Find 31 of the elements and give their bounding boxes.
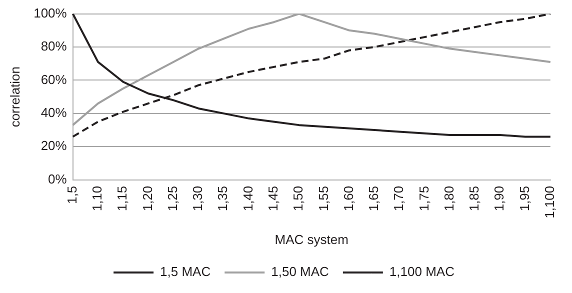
x-tick-label: 1,45 bbox=[266, 186, 280, 212]
x-tick-label: 1,75 bbox=[416, 186, 432, 212]
x-tick-label: 1,25 bbox=[164, 186, 180, 212]
x-tick-label: 1,50 bbox=[290, 186, 306, 212]
x-tick-label: 1,80 bbox=[441, 186, 456, 212]
x-tick-label: 1,85 bbox=[466, 186, 482, 212]
x-tick-label: 1,60 bbox=[340, 186, 356, 212]
x-tick-label: 1,90 bbox=[492, 186, 507, 212]
x-tick-label: 1,35 bbox=[215, 186, 230, 212]
x-tick-label: 1,95 bbox=[516, 186, 532, 212]
y-tick-label: 80% bbox=[40, 38, 68, 54]
x-tick-label: 1,65 bbox=[366, 186, 382, 212]
y-axis-title: correlation bbox=[7, 66, 22, 128]
x-tick-label: 1,10 bbox=[90, 186, 105, 212]
x-tick-label: 1,40 bbox=[240, 186, 256, 212]
y-tick-label: 100% bbox=[34, 5, 68, 20]
y-tick-label: 20% bbox=[40, 138, 68, 154]
x-tick-label: 1,55 bbox=[316, 186, 331, 212]
legend-label: 1,100 MAC bbox=[389, 264, 454, 280]
x-tick-label: 1,30 bbox=[190, 186, 206, 212]
x-axis-title: MAC system bbox=[274, 232, 348, 247]
x-tick-label: 1,20 bbox=[140, 186, 155, 212]
legend-label: 1,50 MAC bbox=[271, 264, 329, 280]
x-tick-label: 1,70 bbox=[391, 186, 406, 212]
x-tick-label: 1,100 bbox=[542, 186, 557, 218]
x-tick-label: 1,5 bbox=[64, 186, 80, 204]
y-tick-label: 0% bbox=[48, 171, 68, 186]
y-tick-label: 60% bbox=[40, 72, 68, 87]
legend-label: 1,5 MAC bbox=[160, 264, 211, 280]
y-tick-label: 40% bbox=[40, 105, 68, 120]
x-tick-label: 1,15 bbox=[114, 186, 130, 212]
